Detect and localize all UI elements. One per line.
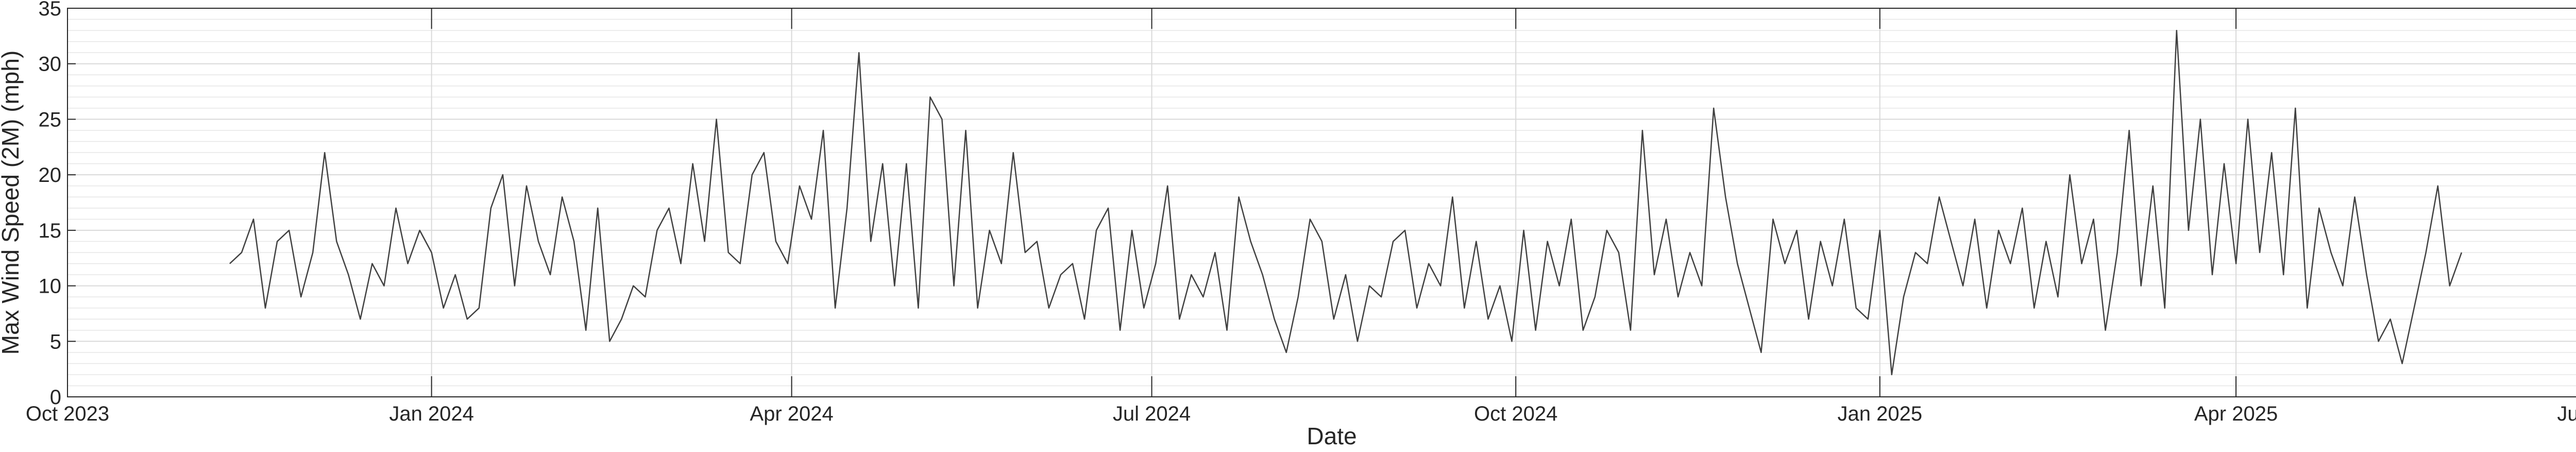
y-tick-label: 0 [50,386,61,409]
y-tick-label: 20 [39,164,62,187]
axes-box [67,8,2576,397]
y-axis-label: Max Wind Speed (2M) (mph) [0,51,24,355]
x-tick-label: Jan 2024 [389,403,474,425]
x-tick-label: Jan 2025 [1837,403,1922,425]
y-tick-label: 30 [39,53,62,76]
x-tick-label: Oct 2024 [1474,403,1557,425]
plot [229,29,2463,376]
data-line [229,29,2463,376]
grid [67,8,2576,397]
y-tick-label: 10 [39,275,62,298]
y-tick-label: 5 [50,330,61,353]
x-tick-label: Apr 2025 [2194,403,2278,425]
x-axis-label: Date [1307,423,1357,449]
x-tick-label: Apr 2024 [750,403,833,425]
x-tick-label: Jul 2025 [2557,403,2576,425]
x-tick-label: Jul 2024 [1113,403,1191,425]
x-tick-label: Oct 2023 [26,403,109,425]
y-tick-label: 15 [39,220,62,242]
y-tick-label: 25 [39,108,62,131]
y-tick-label: 35 [39,0,62,20]
